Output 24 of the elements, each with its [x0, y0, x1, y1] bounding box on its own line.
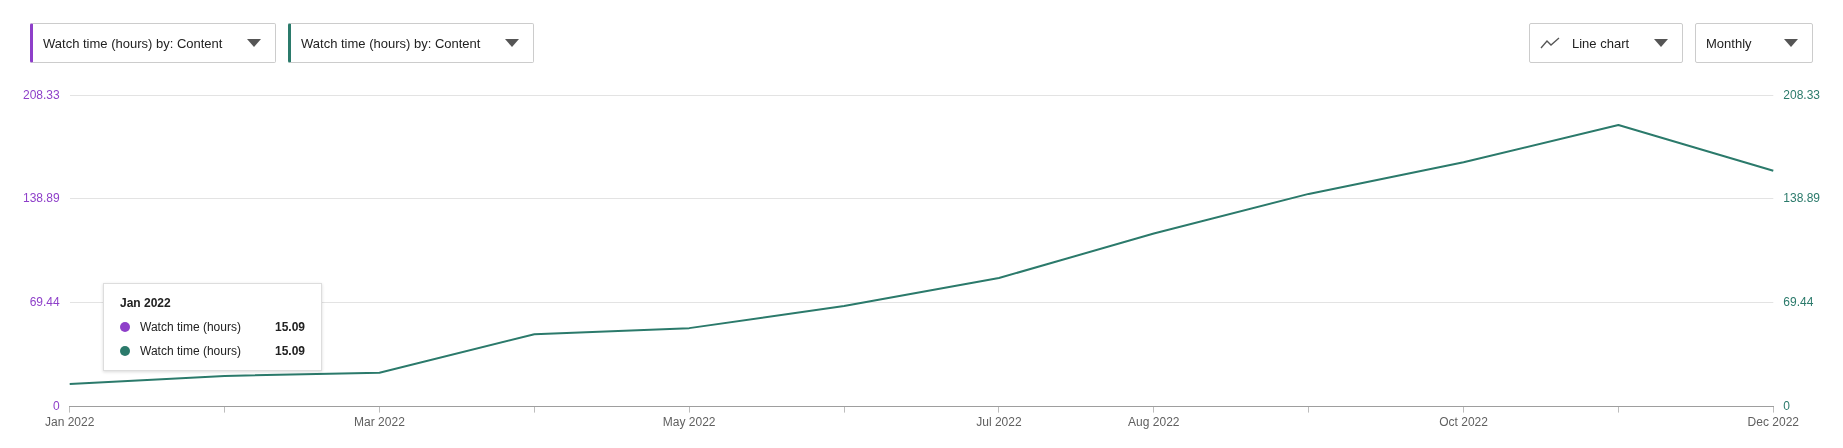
y2-tick-label: 69.44	[1783, 295, 1814, 310]
y2-tick-label: 0	[1783, 398, 1791, 413]
legend-label: Watch time (hours)	[140, 320, 242, 334]
annotation: 15.09	[274, 344, 305, 358]
y-tick-label: 208.33	[23, 87, 61, 102]
y2-tick-label: 138.89	[1783, 191, 1821, 206]
x-tick-label: Mar 2022	[354, 415, 406, 430]
x-tick-label: May 2022	[662, 415, 716, 430]
x-tick-label: Jan 2022	[45, 415, 95, 430]
x-tick-label: Aug 2022	[1128, 415, 1180, 430]
text: Monthly	[1706, 35, 1752, 51]
text: Line chart	[1572, 35, 1630, 51]
legend-title: Jan 2022	[120, 296, 172, 310]
annotation: 15.09	[274, 320, 305, 334]
legend-label: Watch time (hours)	[140, 344, 242, 358]
y-tick-label: 0	[53, 398, 61, 413]
y-tick-label: 69.44	[29, 295, 61, 310]
x-tick-label: Jul 2022	[976, 415, 1022, 430]
y2-tick-label: 208.33	[1783, 87, 1821, 102]
text: Watch time (hours) by: Content	[301, 35, 481, 51]
x-tick-label: Dec 2022	[1747, 415, 1800, 430]
y-tick-label: 138.89	[23, 191, 61, 206]
x-tick-label: Oct 2022	[1439, 415, 1489, 430]
text: Watch time (hours) by: Content	[43, 35, 223, 51]
